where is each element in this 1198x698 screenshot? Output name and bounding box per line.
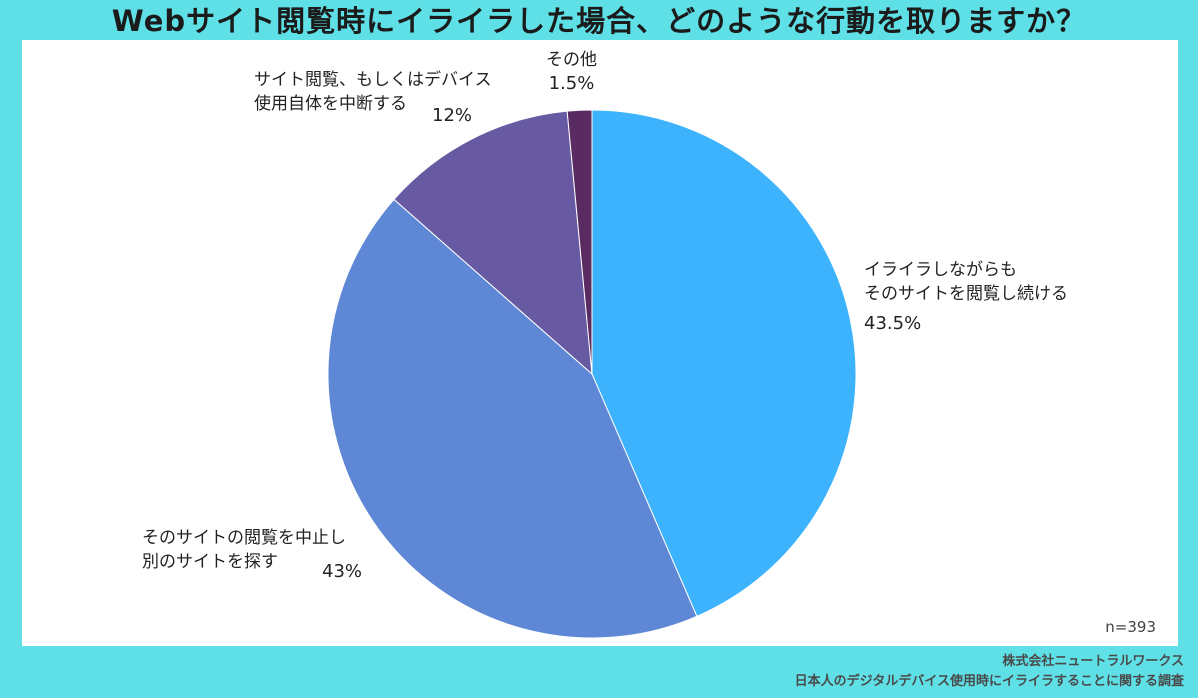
sample-size: n=393 [1105,618,1156,636]
slice-value-label: 1.5% [548,73,595,94]
pie-slice-1 [327,198,698,639]
slice-value-label: 43.5% [864,313,922,334]
slice-label-line: 使用自体を中断する [254,94,407,114]
source-footer: 株式会社ニュートラルワークス 日本人のデジタルデバイス使用時にイライラすることに… [795,652,1184,692]
slice-label-line: その他 [546,50,597,70]
slice-label-line: そのサイトを閲覧し続ける [864,284,1068,304]
slice-label-other: その他 1.5% [546,48,597,96]
slice-label-stop-using: サイト閲覧、もしくはデバイス 使用自体を中断する [254,68,492,116]
slice-label-switch-site: そのサイトの閲覧を中止し 別のサイトを探す [142,526,346,574]
slice-value-label: 12% [432,105,473,126]
pie-chart [327,109,857,639]
chart-title: Webサイト閲覧時にイライラした場合、どのような行動を取りますか？ [111,4,1087,38]
pie-slice-2 [393,110,593,376]
slice-label-line: サイト閲覧、もしくはデバイス [254,70,492,90]
slice-value-label: 43% [322,561,363,582]
footer-survey: 日本人のデジタルデバイス使用時にイライラすることに関する調査 [794,674,1184,689]
chart-panel: イライラしながらも そのサイトを閲覧し続ける 43.5% そのサイトの閲覧を中止… [22,40,1178,646]
pie-slice-0 [591,109,857,617]
footer-company: 株式会社ニュートラルワークス [1002,654,1184,669]
slice-label-continue: イライラしながらも そのサイトを閲覧し続ける 43.5% [864,258,1068,336]
slice-label-line: 別のサイトを探す [142,552,278,572]
slice-label-line: イライラしながらも [864,260,1017,280]
slice-label-line: そのサイトの閲覧を中止し [142,528,346,548]
pie-slice-3 [566,109,593,375]
